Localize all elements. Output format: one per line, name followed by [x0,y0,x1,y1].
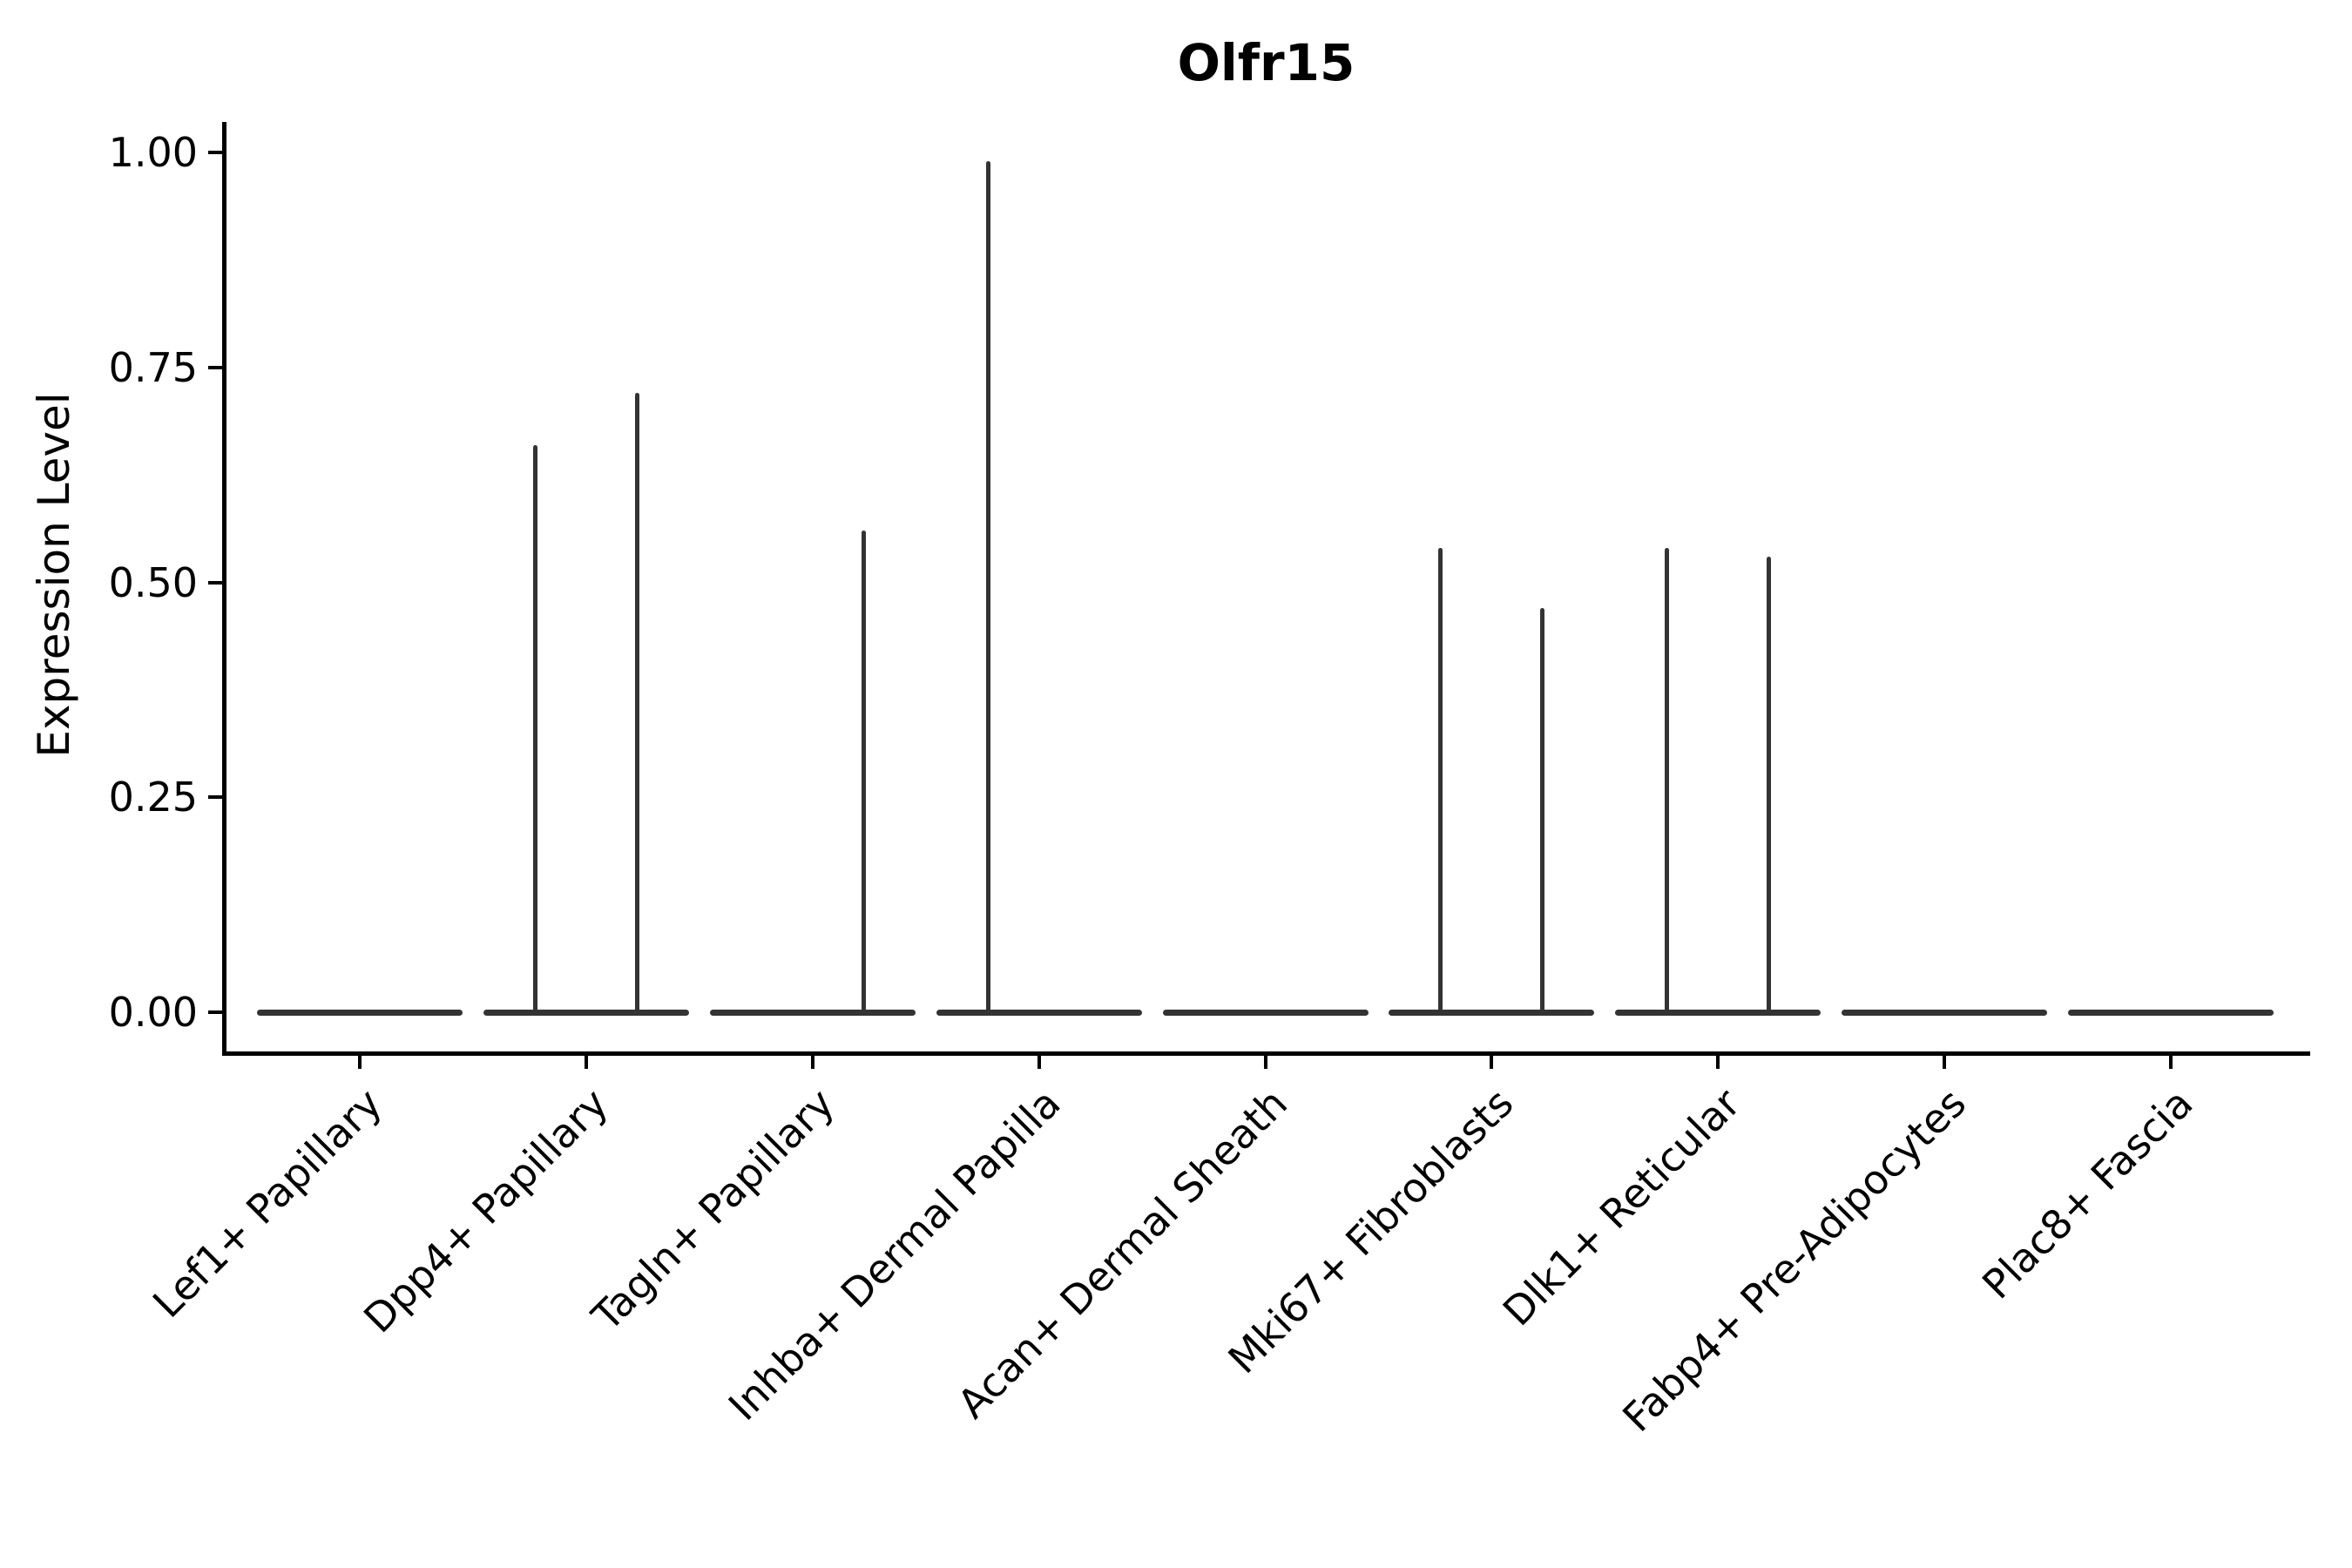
y-tick-label: 0.75 [108,343,198,391]
y-tick-mark [208,1010,224,1014]
x-tick-mark [584,1053,588,1069]
violin-baseline-bar [1842,1009,2048,1016]
y-tick-mark [208,795,224,800]
violin-max-spike [985,160,990,1015]
x-tick-label: Tagln+ Papillary [583,1079,844,1341]
x-tick-mark [1037,1053,1041,1069]
violin-baseline-bar [1615,1009,1821,1016]
x-tick-mark [1490,1053,1494,1069]
x-tick-mark [358,1053,362,1069]
x-tick-label: Lef1+ Papillary [143,1079,391,1328]
x-tick-mark [2169,1053,2173,1069]
x-tick-label: Dpp4+ Papillary [355,1079,618,1342]
violin-max-spike [1540,608,1545,1015]
y-tick-label: 0.25 [108,774,198,821]
y-tick-mark [208,365,224,369]
x-tick-label: Plac8+ Fascia [1972,1079,2202,1308]
violin-baseline-bar [709,1009,916,1016]
violin-max-spike [1665,548,1670,1015]
violin-max-spike [532,444,537,1015]
y-tick-label: 0.00 [108,989,198,1036]
y-tick-mark [208,151,224,154]
x-tick-mark [1716,1053,1720,1069]
x-tick-mark [1943,1053,1947,1069]
y-axis-spine [222,122,226,1056]
violin-baseline-bar [2068,1009,2274,1016]
violin-max-spike [1767,556,1772,1015]
y-axis-label: Expression Level [29,392,79,758]
violin-max-spike [1438,548,1443,1015]
y-tick-label: 1.00 [108,129,198,176]
violin-baseline-bar [257,1009,463,1016]
violin-max-spike [634,393,639,1015]
chart-title: Olfr15 [1177,33,1355,92]
violin-max-spike [861,531,866,1015]
y-tick-label: 0.50 [108,558,198,606]
violin-baseline-bar [1162,1009,1369,1016]
violin-baseline-bar [1389,1009,1595,1016]
x-tick-mark [810,1053,814,1069]
violin-baseline-bar [483,1009,689,1016]
violin-baseline-bar [936,1009,1142,1016]
x-tick-mark [1263,1053,1267,1069]
x-tick-label: Dlk1+ Reticular [1493,1079,1749,1335]
y-tick-mark [208,580,224,585]
